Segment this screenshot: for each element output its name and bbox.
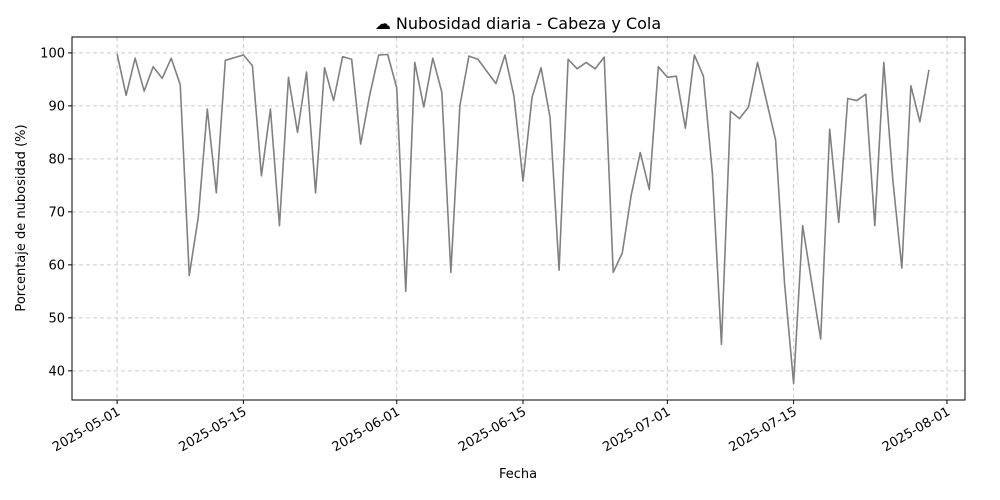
chart-title: ☁ Nubosidad diaria - Cabeza y Cola [375,14,661,33]
x-tick-label: 2025-07-15 [727,404,800,455]
grid [72,37,965,400]
ticks: 40 50 60 70 80 90 100 2025-05-01 2025-05-15 2025-… [40,46,953,455]
y-axis-label: Porcentaje de nubosidad (%) [14,124,29,311]
y-tick-label: 60 [48,258,65,273]
plot-area [116,53,930,385]
y-tick-label: 80 [48,152,65,167]
x-tick-label: 2025-07-01 [600,404,673,455]
x-axis-label: Fecha [499,467,537,482]
y-tick-label: 90 [48,99,65,114]
y-tick-label: 70 [48,205,65,220]
x-tick-label: 2025-05-15 [176,404,249,455]
x-tick-label: 2025-06-01 [330,404,403,455]
series-line [116,53,930,385]
x-tick-label: 2025-06-15 [456,404,529,455]
x-tick-label: 2025-05-01 [50,404,123,455]
y-tick-label: 40 [48,364,65,379]
y-tick-label: 100 [40,46,65,61]
axes-frame [71,36,966,401]
x-tick-label: 2025-08-01 [880,404,953,455]
y-tick-label: 50 [48,311,65,326]
